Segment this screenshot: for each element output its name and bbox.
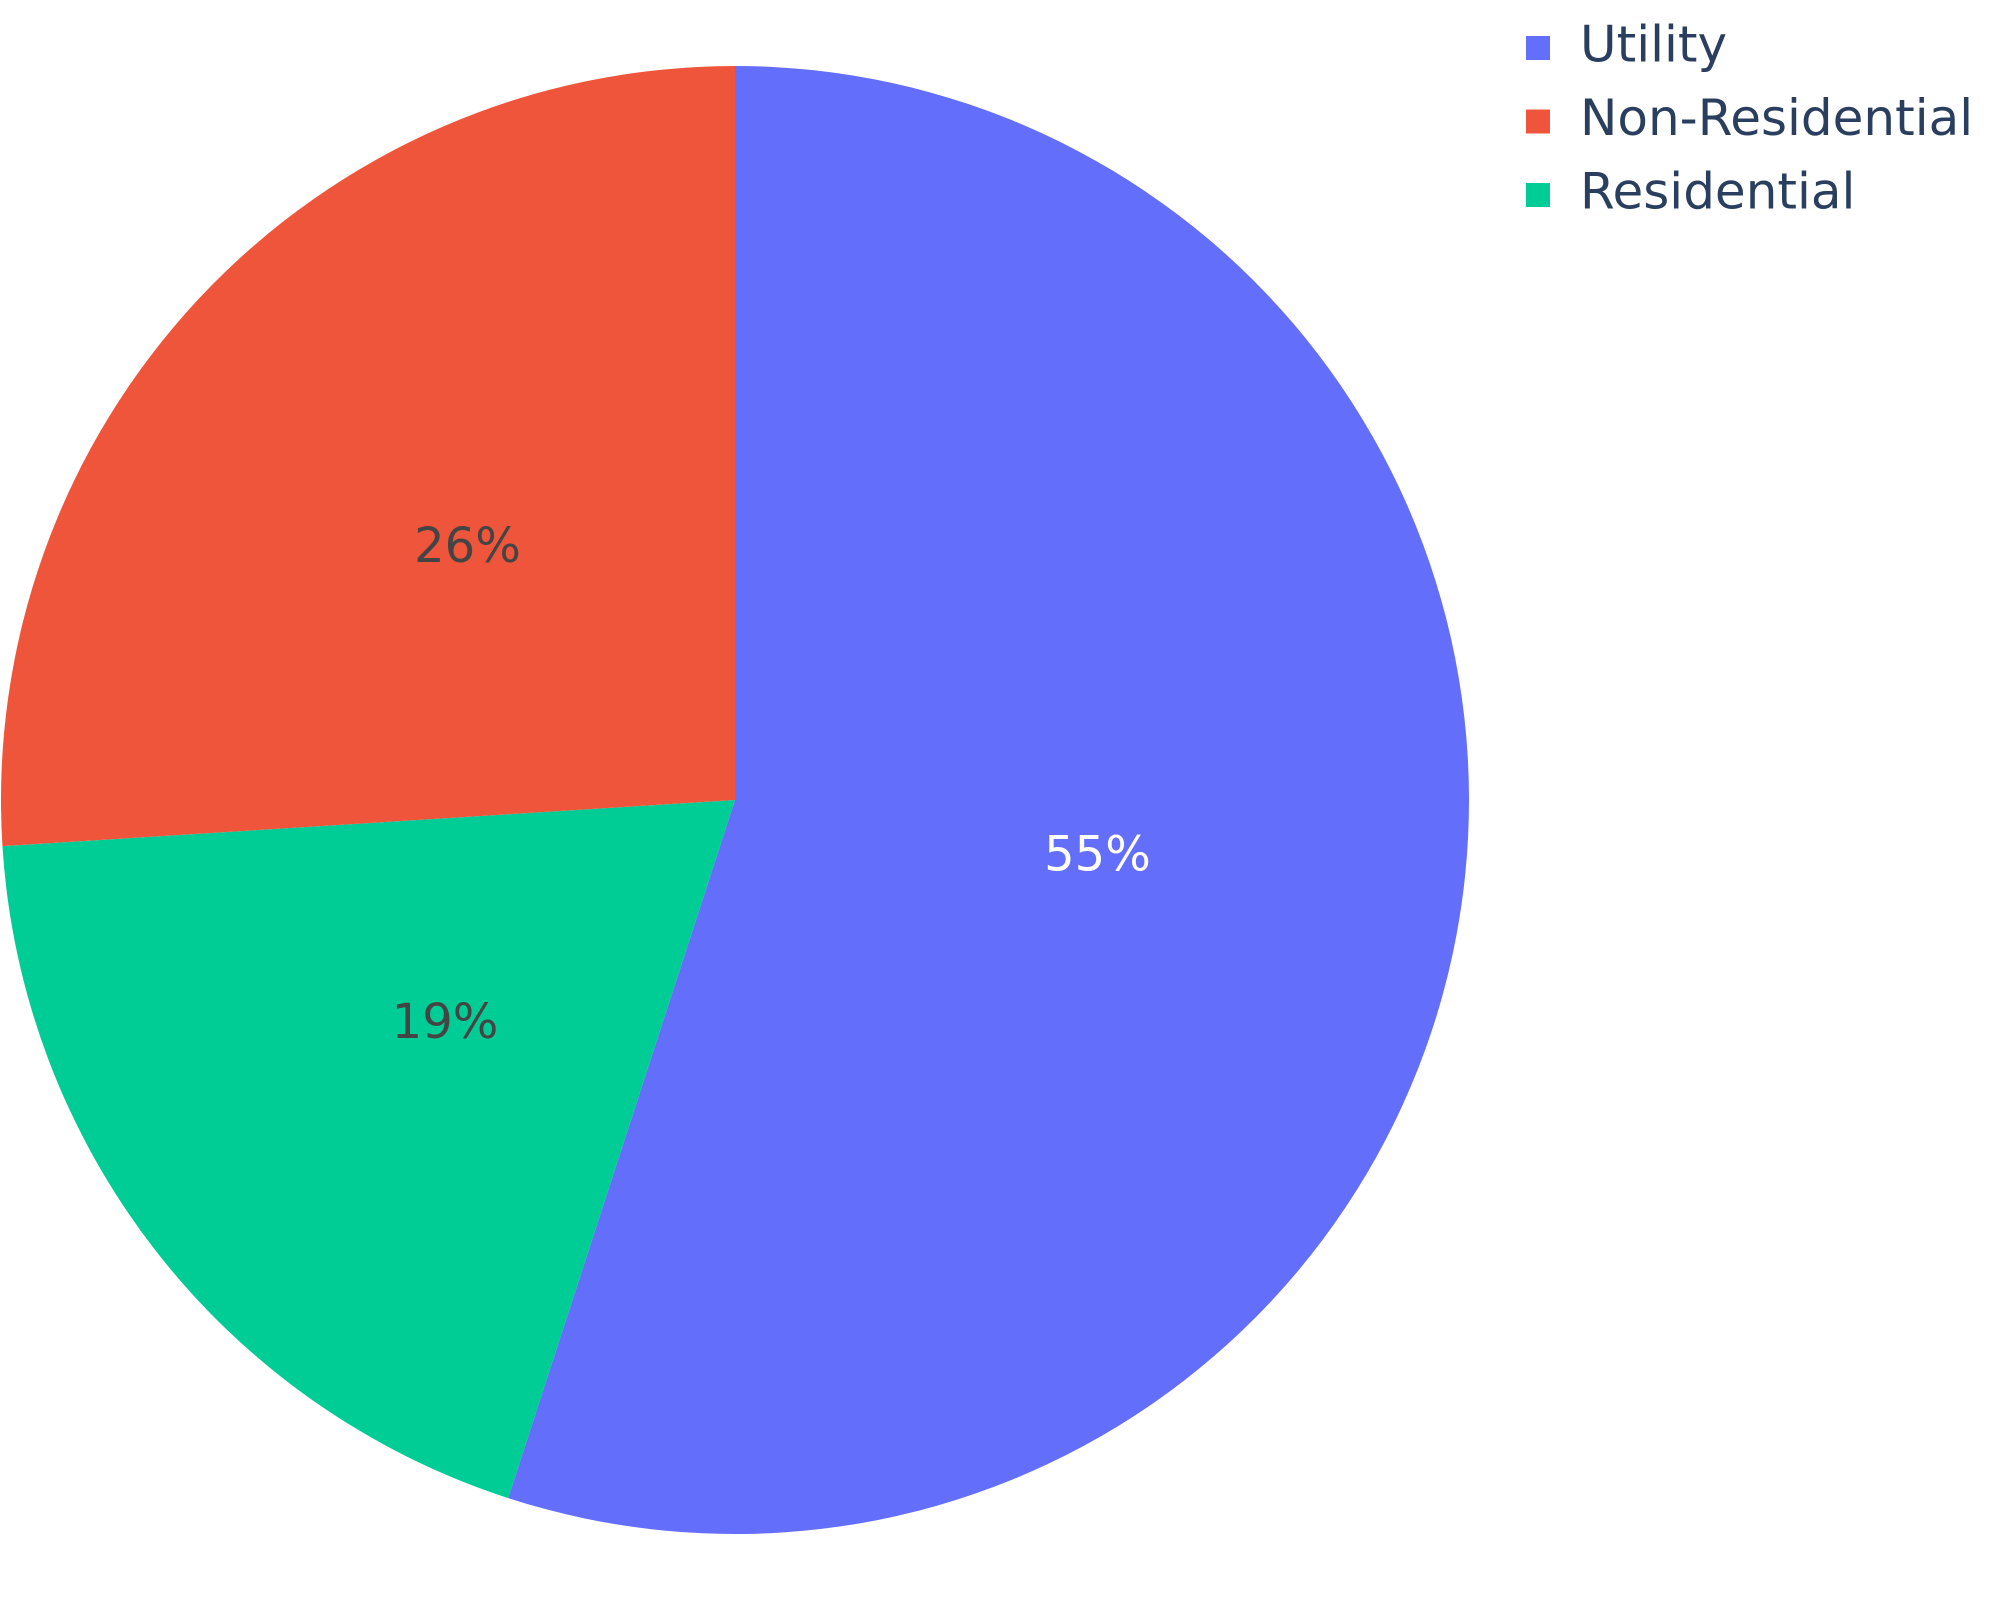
legend-swatch bbox=[1526, 109, 1550, 134]
legend-label: Utility bbox=[1580, 16, 1727, 74]
pie-slice bbox=[0, 66, 735, 847]
slice-label: 26% bbox=[414, 518, 521, 574]
legend-swatch bbox=[1526, 183, 1550, 207]
pie-slice bbox=[2, 800, 736, 1499]
legend-label: Residential bbox=[1580, 163, 1855, 221]
legend-swatch bbox=[1526, 36, 1550, 60]
slice-label: 55% bbox=[1044, 826, 1151, 882]
slice-label: 19% bbox=[392, 994, 499, 1050]
pie-slice bbox=[508, 66, 1470, 1535]
legend-label: Non-Residential bbox=[1580, 89, 1973, 147]
